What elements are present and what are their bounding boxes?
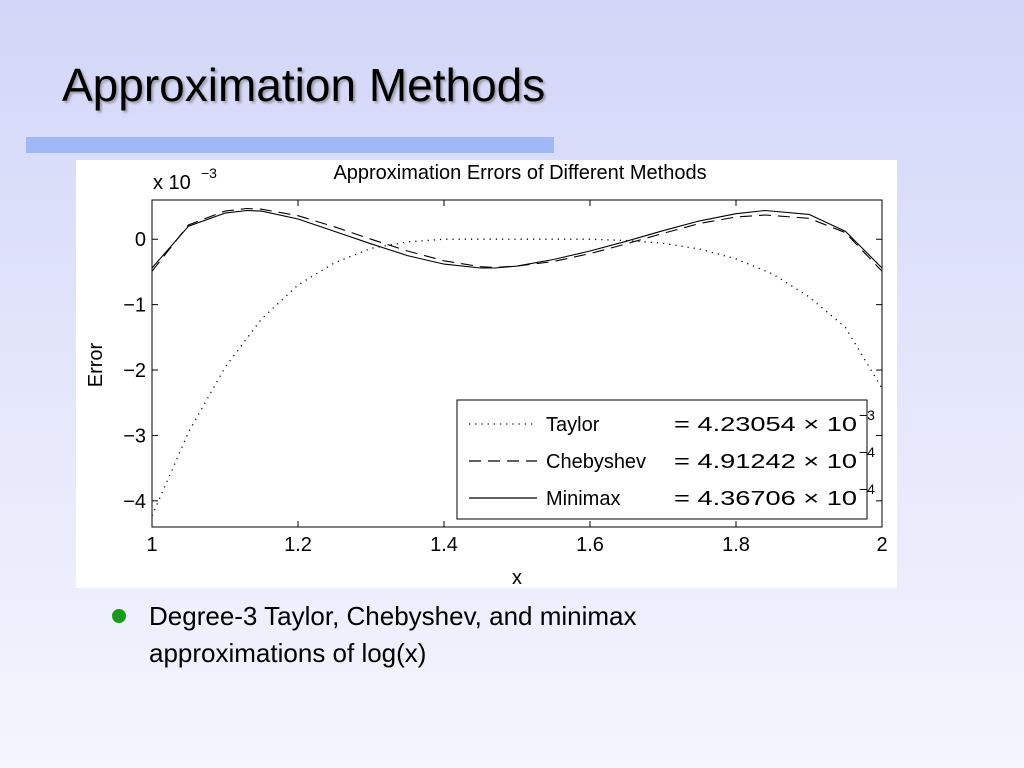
y-axis-label: Error [85, 342, 107, 387]
legend-value: = 4.91242 × 10 [674, 451, 857, 473]
chart-svg: 1 1.2 1.4 1.6 1.8 2 0 −1 −2 −3 −4 Approximation Err… [85, 162, 888, 588]
legend-value: = 4.23054 × 10 [674, 414, 857, 436]
legend-name: Chebyshev [546, 451, 646, 473]
chart-title: Approximation Errors of Different Method… [333, 162, 706, 184]
title-rule [26, 137, 554, 153]
legend-power: −4 [859, 444, 875, 460]
y-tick-label: −3 [123, 425, 146, 447]
legend-power: −4 [859, 481, 875, 497]
chart-figure: 1 1.2 1.4 1.6 1.8 2 0 −1 −2 −3 −4 Approximation Err… [76, 160, 897, 588]
bullet-dot-icon [112, 609, 126, 623]
legend-box [456, 399, 868, 520]
y-tick-label: −4 [123, 491, 146, 513]
legend-power: −3 [859, 407, 875, 423]
y-scale-exponent: −3 [201, 165, 217, 181]
legend-name: Taylor [546, 414, 600, 436]
x-tick-label: 1.6 [576, 534, 604, 556]
x-tick-label: 1 [146, 534, 157, 556]
y-tick-label: −2 [123, 360, 146, 382]
bullet-text: Degree-3 Taylor, Chebyshev, and minimax … [149, 601, 637, 668]
x-tick-label: 1.2 [284, 534, 312, 556]
x-tick-label: 1.4 [430, 534, 458, 556]
slide-title: Approximation Methods [62, 59, 546, 111]
x-tick-label: 2 [876, 534, 887, 556]
series-line-minimax [152, 209, 882, 269]
x-axis-label: x [512, 567, 522, 588]
y-tick-label: −1 [123, 295, 146, 317]
y-scale-label: x 10 [153, 172, 191, 194]
plot-frame [151, 199, 883, 528]
legend-name: Minimax [546, 488, 620, 510]
y-tick-label: 0 [135, 229, 146, 251]
legend-value: = 4.36706 × 10 [674, 488, 857, 510]
series-line-taylor [152, 238, 882, 517]
bullet-item: Degree-3 Taylor, Chebyshev, and minimax … [112, 598, 832, 672]
x-tick-label: 1.8 [722, 534, 750, 556]
series-line-chebyshev [152, 207, 882, 272]
